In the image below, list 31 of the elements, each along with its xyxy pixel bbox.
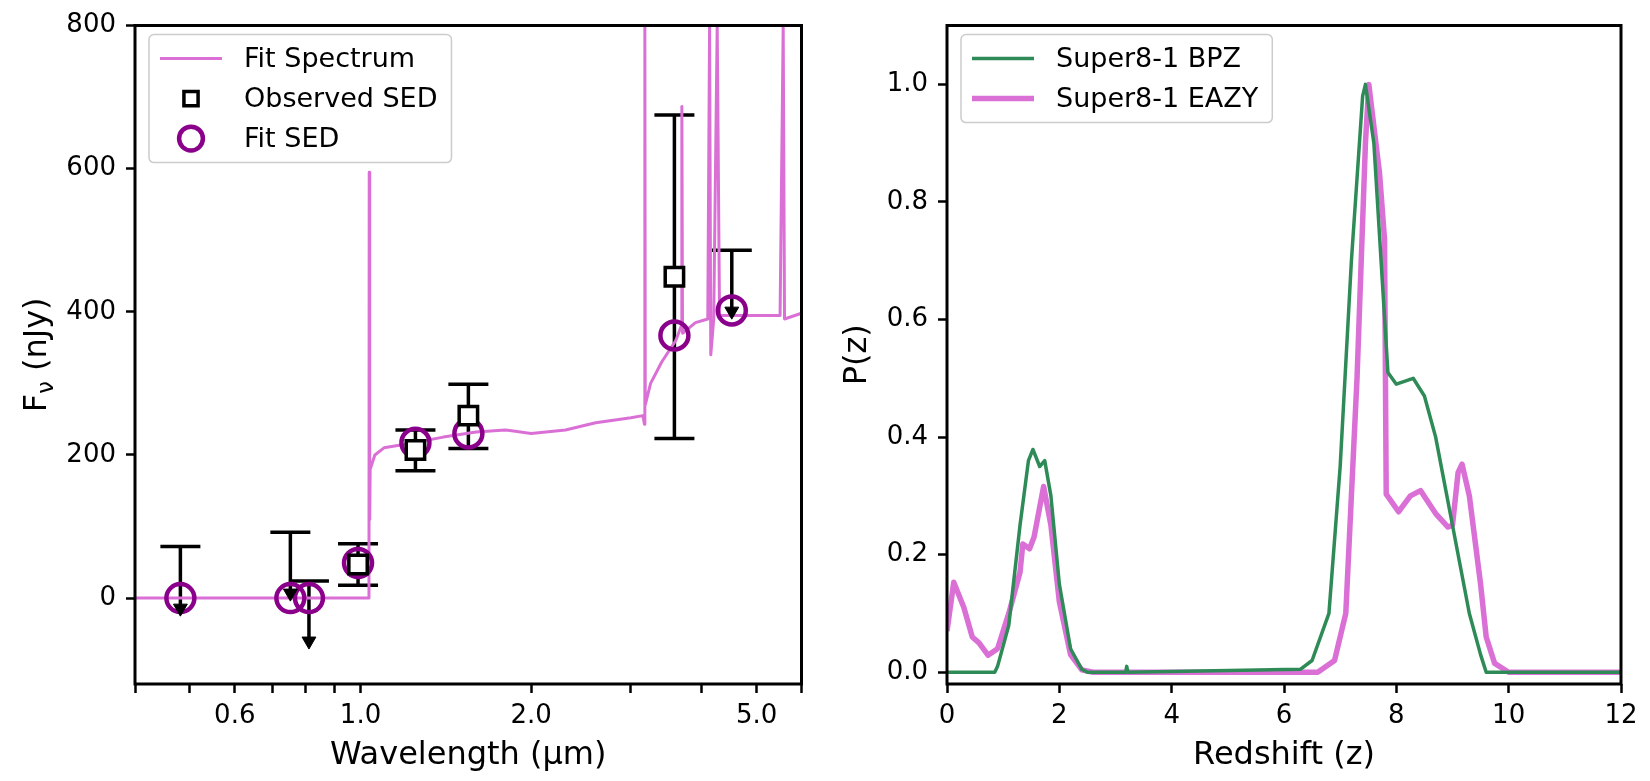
x-axis-title: Redshift (z) xyxy=(1193,734,1375,773)
y-tick-label: 0.8 xyxy=(886,184,928,215)
y-tick-label: 0.2 xyxy=(886,537,928,568)
y-axis-title: Fν (nJy) xyxy=(15,297,58,413)
y-tick-label: 1.0 xyxy=(886,67,928,98)
x-tick-label: 10 xyxy=(1492,699,1526,730)
y-tick-label: 0.6 xyxy=(886,302,928,333)
x-tick-label: 8 xyxy=(1388,699,1405,730)
x-tick-label: 2.0 xyxy=(510,699,552,730)
x-tick-label: 5.0 xyxy=(735,699,778,730)
x-tick-label: 12 xyxy=(1604,699,1638,730)
legend-label: Observed SED xyxy=(244,81,438,113)
x-axis-title: Wavelength (μm) xyxy=(330,734,607,773)
legend-label: Fit SED xyxy=(244,121,340,153)
y-tick-label: 600 xyxy=(66,151,116,182)
y-tick-label: 200 xyxy=(66,437,116,468)
y-tick-label: 0.4 xyxy=(886,419,928,450)
x-tick-label: 6 xyxy=(1275,699,1293,730)
y-tick-label: 800 xyxy=(66,8,116,39)
x-tick-label: 0 xyxy=(938,699,956,730)
legend-label: Fit Spectrum xyxy=(244,41,416,73)
y-tick-label: 400 xyxy=(66,294,116,325)
y-axis-title: P(z) xyxy=(835,324,874,386)
x-tick-label: 1.0 xyxy=(339,699,382,730)
legend-label: Super8-1 EAZY xyxy=(1056,81,1259,113)
y-tick-label: 0 xyxy=(99,580,116,611)
legend-label: Super8-1 BPZ xyxy=(1056,41,1242,73)
x-tick-label: 0.6 xyxy=(214,699,256,730)
x-tick-label: 2 xyxy=(1051,699,1068,730)
y-tick-label: 0.0 xyxy=(886,654,928,685)
x-tick-label: 4 xyxy=(1163,699,1180,730)
